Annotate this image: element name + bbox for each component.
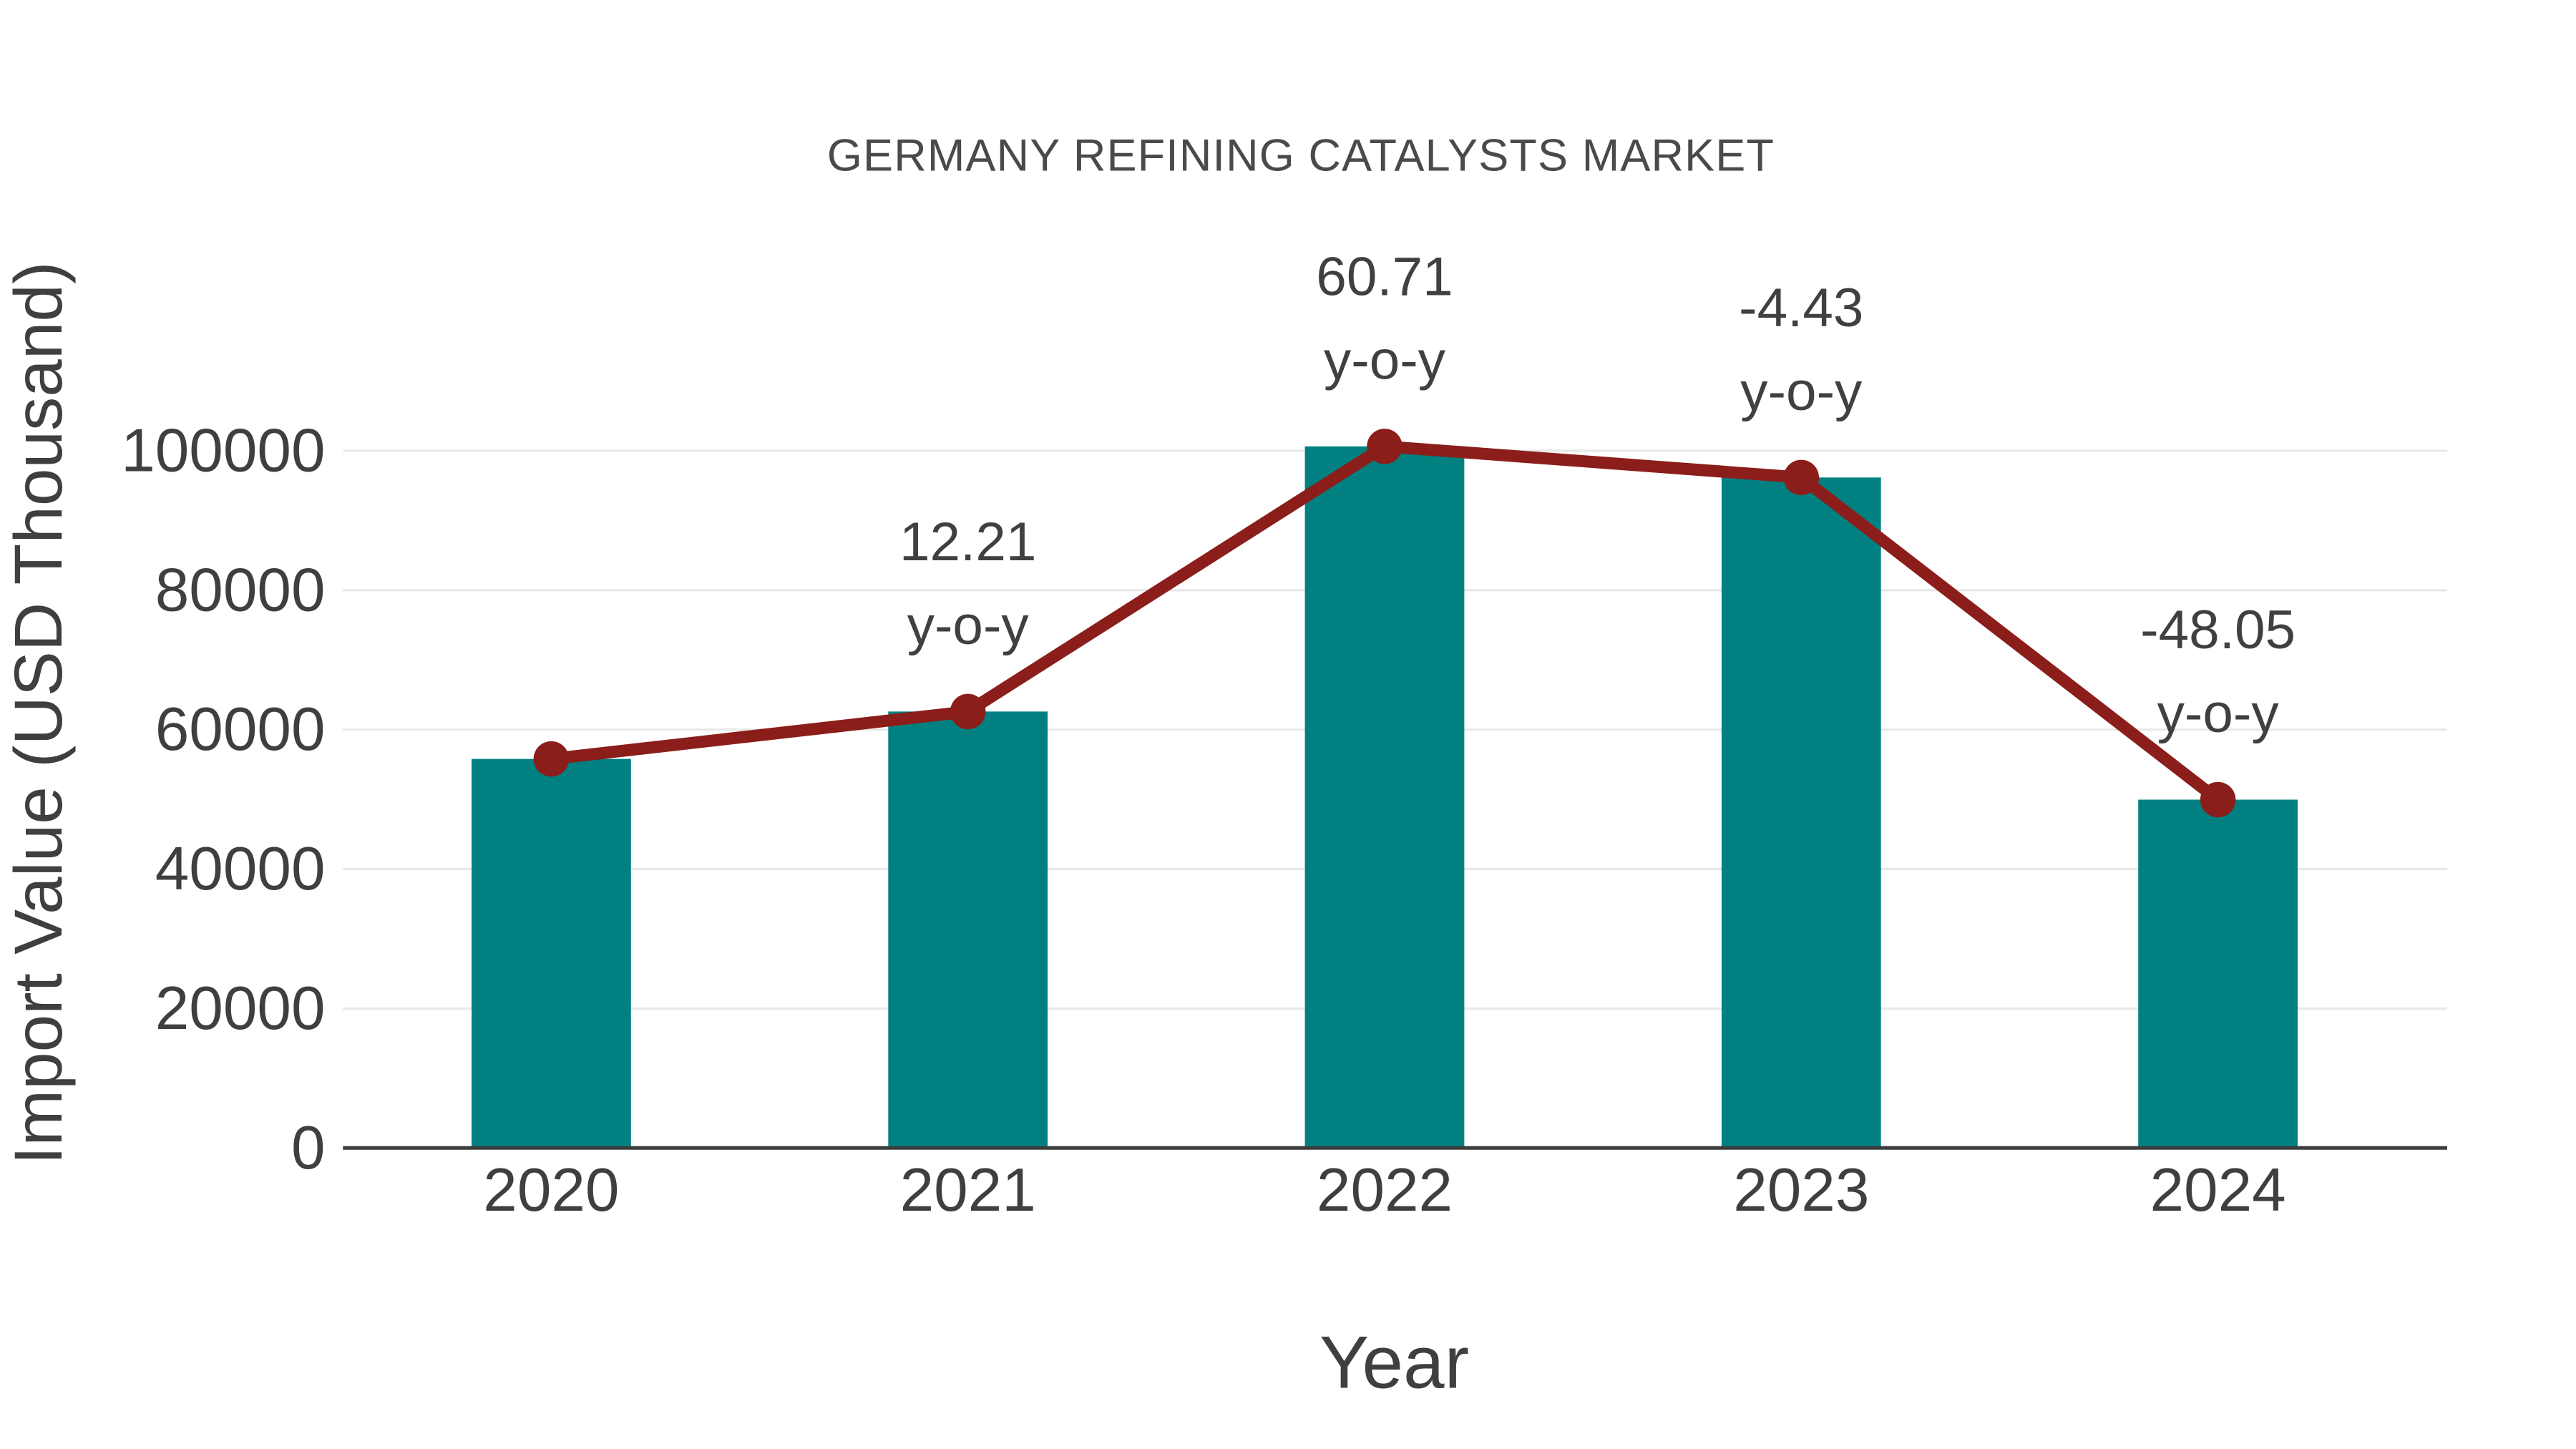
data-point-marker-2021 <box>950 693 986 730</box>
yoy-annotation-value-2022: 60.71 <box>1316 246 1453 307</box>
x-tick-label-2021: 2021 <box>900 1156 1036 1224</box>
data-point-marker-2022 <box>1367 429 1402 464</box>
yoy-annotation-label-2021: y-o-y <box>907 595 1030 656</box>
y-axis-title: Import Value (USD Thousand) <box>1 262 77 1165</box>
x-tick-label-2020: 2020 <box>483 1156 619 1224</box>
x-tick-label-2022: 2022 <box>1317 1156 1453 1224</box>
yoy-annotation-label-2023: y-o-y <box>1740 361 1863 422</box>
bar-2023 <box>1721 477 1881 1148</box>
yoy-annotation-value-2023: -4.43 <box>1739 278 1863 338</box>
yoy-annotation-label-2024: y-o-y <box>2157 683 2280 744</box>
bar-2022 <box>1304 446 1465 1148</box>
data-point-marker-2023 <box>1783 459 1820 496</box>
y-tick-label-20000: 20000 <box>155 975 326 1043</box>
bar-2021 <box>888 711 1048 1148</box>
yoy-annotation-value-2024: -48.05 <box>2140 600 2296 660</box>
x-tick-label-2023: 2023 <box>1733 1156 1869 1224</box>
y-tick-label-60000: 60000 <box>155 696 326 763</box>
data-point-marker-2020 <box>533 741 570 777</box>
data-point-marker-2024 <box>2200 781 2236 818</box>
y-tick-label-80000: 80000 <box>155 556 326 624</box>
bar-2024 <box>2138 799 2298 1148</box>
yoy-annotation-label-2022: y-o-y <box>1324 330 1446 391</box>
bar-2020 <box>472 758 631 1148</box>
x-axis-title: Year <box>1319 1321 1469 1404</box>
y-tick-label-100000: 100000 <box>121 417 325 485</box>
x-tick-label-2024: 2024 <box>2150 1156 2285 1224</box>
y-tick-label-40000: 40000 <box>155 835 326 903</box>
chart-title: GERMANY REFINING CATALYSTS MARKET <box>827 131 1775 181</box>
yoy-annotation-value-2021: 12.21 <box>899 512 1036 572</box>
y-tick-label-0: 0 <box>291 1114 326 1182</box>
